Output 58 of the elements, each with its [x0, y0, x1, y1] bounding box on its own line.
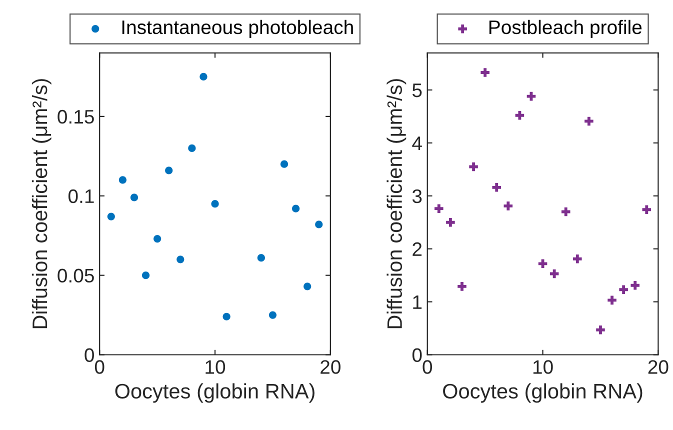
x-tick-label: 10 — [206, 360, 226, 374]
point — [642, 205, 652, 214]
point — [630, 280, 640, 290]
point — [596, 325, 605, 334]
y-tick-label: 2 — [412, 242, 422, 256]
point — [561, 207, 570, 216]
y-tick-label: 0.15 — [58, 110, 94, 124]
x-tick-label: 0 — [94, 360, 104, 374]
point — [619, 285, 628, 294]
point — [165, 166, 173, 174]
y-tick-label: 0.1 — [68, 189, 94, 204]
point — [458, 282, 466, 291]
point — [492, 183, 502, 192]
point — [200, 72, 208, 81]
point — [154, 234, 162, 243]
point — [280, 160, 288, 168]
point — [142, 272, 150, 280]
y-tick-label: 4 — [412, 136, 422, 150]
point — [480, 68, 490, 77]
point — [304, 282, 312, 290]
y-axis-title: Diffusion coefficient (μm²/s) — [32, 79, 52, 328]
point — [130, 194, 138, 202]
point — [315, 220, 323, 228]
y-tick-label: 3 — [412, 189, 422, 204]
point — [188, 144, 196, 152]
point — [550, 269, 559, 278]
legend-label: Postbleach profile — [489, 20, 642, 38]
point — [292, 204, 300, 212]
x-axis-title: Oocytes (globin RNA) — [115, 383, 314, 403]
y-tick-label: 5 — [412, 84, 422, 98]
point — [469, 162, 478, 172]
point — [118, 176, 126, 184]
x-axis-title: Oocytes (globin RNA) — [443, 383, 642, 403]
point — [515, 110, 524, 120]
x-tick-label: 20 — [648, 360, 668, 374]
point — [257, 254, 265, 262]
x-tick-label: 10 — [533, 360, 553, 374]
point — [222, 312, 230, 320]
point — [434, 204, 444, 213]
y-tick-label: 0 — [84, 348, 94, 362]
point — [584, 116, 594, 126]
point — [268, 311, 277, 319]
point — [504, 202, 513, 210]
point — [526, 92, 536, 101]
point — [608, 296, 616, 305]
y-tick-label: 0.05 — [58, 268, 94, 283]
y-axis-title: Diffusion coefficient (μm²/s) — [386, 79, 406, 328]
point — [446, 218, 455, 227]
point — [211, 200, 219, 208]
point — [176, 256, 184, 264]
point — [107, 212, 115, 220]
x-tick-label: 20 — [320, 360, 340, 374]
point — [573, 254, 582, 264]
legend-label: Instantaneous photobleach — [122, 20, 353, 38]
point — [538, 259, 548, 268]
y-tick-label: 1 — [413, 295, 422, 309]
y-tick-label: 0 — [412, 348, 422, 362]
x-tick-label: 0 — [422, 360, 432, 374]
